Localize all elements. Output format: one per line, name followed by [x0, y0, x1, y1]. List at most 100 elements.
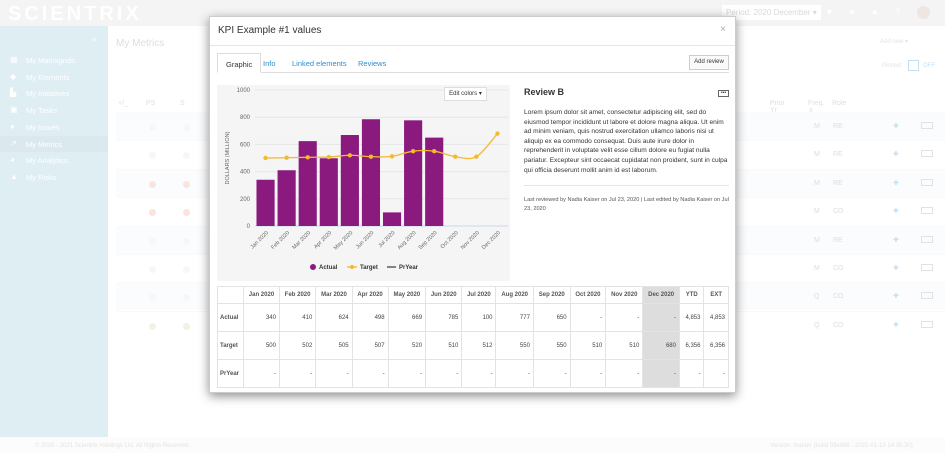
s-status-dot: [183, 124, 190, 131]
ps-status-dot: [149, 209, 156, 217]
table-cell: 650: [532, 303, 571, 332]
logo: SCIENTRIX: [8, 3, 142, 25]
sidebar-item-my-matrixgrids[interactable]: ▦ My Matrixgrids: [0, 52, 108, 68]
sidebar-item-label: My Elements: [26, 72, 70, 82]
table-cell: -: [495, 359, 534, 388]
table-header: Nov 2020: [605, 286, 644, 304]
table-header: Apr 2020: [351, 286, 389, 304]
avatar[interactable]: [917, 6, 930, 19]
y-tick-label: 600: [240, 142, 251, 148]
table-cell: -: [605, 359, 644, 388]
pin-icon[interactable]: ✚: [893, 265, 899, 272]
sidebar-item-my-elements[interactable]: ◆ My Elements: [0, 69, 108, 85]
s-status-dot: [183, 152, 190, 160]
more-icon[interactable]: [921, 207, 933, 215]
sidebar-item-my-metrics[interactable]: ↗ My Metrics: [0, 135, 108, 152]
tab-reviews[interactable]: Reviews: [358, 59, 387, 68]
bar-actual: [404, 120, 423, 226]
table-cell: 510: [605, 331, 644, 360]
copyright: © 2005 - 2021 Scientrix Holdings Ltd. Al…: [35, 443, 191, 449]
row-label: Actual: [217, 303, 244, 332]
table-cell: -: [315, 359, 353, 388]
more-icon[interactable]: [921, 235, 933, 243]
bar-actual: [361, 119, 381, 226]
legend-actual: Actual: [319, 265, 338, 271]
pin-icon[interactable]: ✚: [893, 321, 899, 329]
x-tick-label: Jan 2020: [250, 230, 270, 250]
bell-icon[interactable]: ●: [872, 7, 878, 17]
role: CO: [833, 293, 844, 301]
role: CO: [833, 321, 844, 329]
chart-line-icon: ↗: [10, 138, 17, 148]
table-cell: 340: [243, 303, 280, 332]
role: RE: [833, 123, 843, 130]
tab-linked-elements[interactable]: Linked elements: [292, 59, 347, 68]
y-tick-label: 0: [247, 224, 251, 230]
pie-icon: ◕: [10, 155, 15, 165]
collapse-icon[interactable]: «: [92, 34, 98, 44]
s-status-dot: [183, 237, 190, 245]
bar-actual: [256, 179, 275, 226]
more-icon[interactable]: [921, 264, 933, 271]
table-cell: 4,853: [703, 303, 729, 332]
tab-bar: Graphic Info Linked elements Reviews: [217, 53, 729, 73]
pin-icon[interactable]: ✚: [893, 179, 899, 187]
add-review-button[interactable]: Add review: [689, 55, 729, 70]
table-cell: 4,853: [678, 303, 705, 332]
pin-icon[interactable]: ✚: [893, 123, 899, 130]
pin-icon[interactable]: ✚: [893, 151, 899, 159]
freq: Q: [814, 293, 820, 301]
modal-title: KPI Example #1 values: [218, 25, 322, 36]
pin-icon[interactable]: ✚: [893, 208, 899, 216]
version: Version: master (build 93e698 - 2021-01-…: [770, 443, 913, 449]
help-icon[interactable]: ?: [895, 7, 901, 17]
x-tick-label: Aug 2020: [397, 230, 418, 251]
x-tick-label: Jul 2020: [378, 230, 397, 249]
x-tick-label: Mar 2020: [291, 230, 312, 251]
close-icon[interactable]: ×: [720, 24, 726, 35]
freq: Q: [814, 321, 820, 329]
table-cell: -: [569, 303, 607, 332]
pin-icon[interactable]: ✚: [893, 236, 899, 244]
add-new-button[interactable]: Add new ▾: [880, 39, 909, 45]
column-header: S: [180, 100, 185, 107]
y-tick-label: 1000: [237, 88, 251, 94]
x-tick-label: Oct 2020: [440, 230, 460, 250]
more-icon[interactable]: [921, 178, 933, 186]
sidebar-item-my-initiatives[interactable]: ▙ My Initiatives: [0, 85, 108, 101]
role: CO: [833, 208, 844, 216]
more-icon[interactable]: •••: [718, 90, 729, 97]
role: RE: [833, 236, 843, 244]
tab-graphic[interactable]: Graphic: [217, 53, 262, 73]
table-cell: 507: [351, 331, 389, 360]
more-icon[interactable]: [921, 292, 933, 300]
more-icon[interactable]: [921, 122, 933, 129]
warning-icon: ▲: [10, 171, 18, 181]
sidebar-item-my-issues[interactable]: ● My Issues: [0, 119, 108, 135]
table-cell: -: [678, 359, 705, 388]
table-cell: 520: [387, 331, 427, 360]
table-cell: -: [605, 303, 644, 332]
table-cell: 100: [461, 303, 497, 332]
freq: M: [814, 236, 820, 244]
pinned-toggle[interactable]: [908, 60, 919, 71]
y-tick-label: 400: [240, 170, 251, 176]
table-cell: 777: [495, 303, 534, 332]
more-icon[interactable]: [921, 150, 933, 158]
y-axis-label: DOLLARS (MILLION): [225, 131, 231, 184]
edit-colors-button[interactable]: Edit colors ▾: [444, 87, 487, 101]
sidebar-item-my-tasks[interactable]: ▣ My Tasks: [0, 102, 108, 118]
sidebar-item-label: My Analytics: [26, 156, 68, 166]
filter-icon[interactable]: ▼: [825, 7, 834, 17]
bar-actual: [319, 158, 338, 226]
tab-info[interactable]: Info: [263, 59, 276, 68]
target-point: [432, 149, 437, 154]
table-cell: -: [642, 359, 680, 388]
more-icon[interactable]: [921, 320, 933, 328]
sidebar-item-my-risks[interactable]: ▲ My Risks: [0, 169, 108, 185]
sidebar-item-my-analytics[interactable]: ◕ My Analytics: [0, 152, 108, 168]
period-selector[interactable]: Period: 2020 December ▾: [722, 5, 821, 20]
pin-icon[interactable]: ✚: [893, 293, 899, 301]
column-header: Prior Yr %: [770, 100, 785, 121]
star-icon[interactable]: ★: [848, 7, 857, 17]
